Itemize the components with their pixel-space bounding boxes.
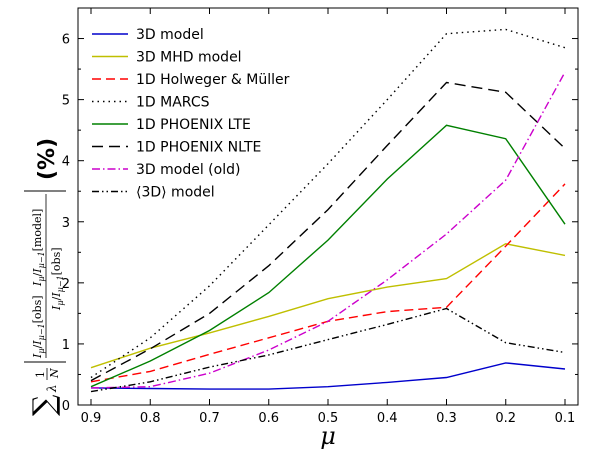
- series-line-1: [90, 243, 566, 369]
- legend-label-1: 3D MHD model: [136, 50, 242, 66]
- series-line-6: [90, 71, 566, 389]
- y-axis-label: ∑ λ 1 N Iμ/Iμ−1[obs] Iμ/Iμ−1[model] Iμ/I…: [24, 138, 66, 416]
- y-tick-label-3: 3: [62, 216, 70, 231]
- axis-ticks: 0.9 0.8 0.7 0.6 0.5 0.4 0.3 0.2 0.1 0 1 2 3 4 5 6: [62, 8, 578, 426]
- ylabel-frac-den: N: [48, 368, 61, 379]
- legend-label-6: 3D model (old): [136, 162, 240, 178]
- legend-label-2: 1D Holweger & Müller: [136, 72, 290, 88]
- x-axis-label: μ: [320, 422, 336, 450]
- series-line-5: [90, 81, 566, 382]
- ylabel-lambda: λ: [45, 384, 59, 393]
- x-tick-label-5: 0.4: [377, 411, 398, 426]
- ylabel-frac-num: 1: [34, 371, 47, 378]
- series-line-0: [90, 362, 566, 390]
- y-tick-label-2: 2: [62, 277, 70, 292]
- legend-label-5: 1D PHOENIX NLTE: [136, 140, 261, 156]
- y-tick-label-4: 4: [62, 155, 70, 170]
- series-line-7: [90, 307, 566, 393]
- plot-lines: [90, 28, 566, 393]
- series-line-2: [90, 183, 566, 383]
- legend: 3D model 3D MHD model 1D Holweger & Müller…: [92, 27, 290, 201]
- ylabel-obs-ratio: Iμ/Iμ−1[obs]: [31, 295, 46, 359]
- ylabel-model-ratio: Iμ/Iμ−1[model]: [31, 209, 46, 287]
- legend-label-7: ⟨3D⟩ model: [136, 185, 215, 201]
- x-tick-label-8: 0.1: [555, 411, 576, 426]
- ylabel-sum: ∑: [27, 394, 62, 416]
- legend-label-0: 3D model: [136, 27, 204, 43]
- legend-label-4: 1D PHOENIX LTE: [136, 117, 251, 133]
- y-tick-label-1: 1: [62, 338, 70, 353]
- x-tick-label-0: 0.9: [81, 411, 102, 426]
- x-tick-label-4: 0.5: [318, 411, 339, 426]
- ylabel-denominator: Iμ/Iμ−1[obs]: [50, 247, 65, 311]
- series-line-4: [90, 124, 566, 388]
- series-line-3: [90, 28, 566, 379]
- legend-label-3: 1D MARCS: [136, 95, 210, 111]
- x-tick-label-6: 0.3: [436, 411, 457, 426]
- x-tick-label-7: 0.2: [495, 411, 516, 426]
- x-tick-label-2: 0.7: [199, 411, 220, 426]
- y-tick-label-5: 5: [62, 94, 70, 109]
- ylabel-unit: (%): [35, 138, 60, 180]
- y-tick-label-6: 6: [62, 33, 70, 48]
- x-tick-label-1: 0.8: [140, 411, 161, 426]
- plot-frame: [77, 7, 579, 406]
- y-tick-label-0: 0: [62, 399, 70, 414]
- x-tick-label-3: 0.6: [258, 411, 279, 426]
